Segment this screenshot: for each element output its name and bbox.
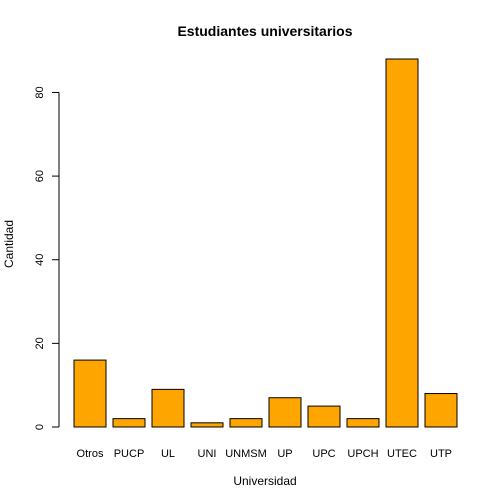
y-tick-label: 20 (34, 337, 46, 349)
x-tick-label: UNMSM (225, 448, 267, 460)
x-tick-label: UPC (312, 448, 335, 460)
y-tick-label: 60 (34, 170, 46, 182)
x-tick-label: UNI (198, 448, 217, 460)
chart-title: Estudiantes universitarios (177, 23, 352, 39)
bar-upch (346, 418, 380, 428)
bar-pucp (112, 418, 146, 428)
x-tick-label: Otros (77, 448, 104, 460)
x-tick-labels: Otros PUCP UL UNI UNMSM UP UPC UPCH UTEC UTP (77, 448, 452, 460)
y-axis-label: Cantidad (2, 220, 16, 268)
y-tick-label: 40 (34, 254, 46, 266)
bar-uni (190, 422, 224, 428)
bar-unmsm (229, 418, 263, 428)
x-tick-label: UP (277, 448, 292, 460)
bars-group (73, 58, 458, 428)
bar-otros (73, 359, 107, 428)
y-axis: 0 20 40 60 80 (34, 86, 60, 430)
x-tick-label: UTP (430, 448, 452, 460)
bar-ul (151, 388, 185, 428)
bar-utp (424, 393, 458, 428)
x-tick-label: UL (161, 448, 175, 460)
x-tick-label: UPCH (347, 448, 378, 460)
bar-up (268, 397, 302, 428)
x-tick-label: UTEC (387, 448, 417, 460)
bar-upc (307, 405, 341, 428)
y-tick-label: 0 (34, 424, 46, 430)
bar-utec (385, 58, 419, 428)
y-tick-label: 80 (34, 86, 46, 98)
x-tick-label: PUCP (114, 448, 145, 460)
x-axis-label: Universidad (233, 474, 296, 488)
